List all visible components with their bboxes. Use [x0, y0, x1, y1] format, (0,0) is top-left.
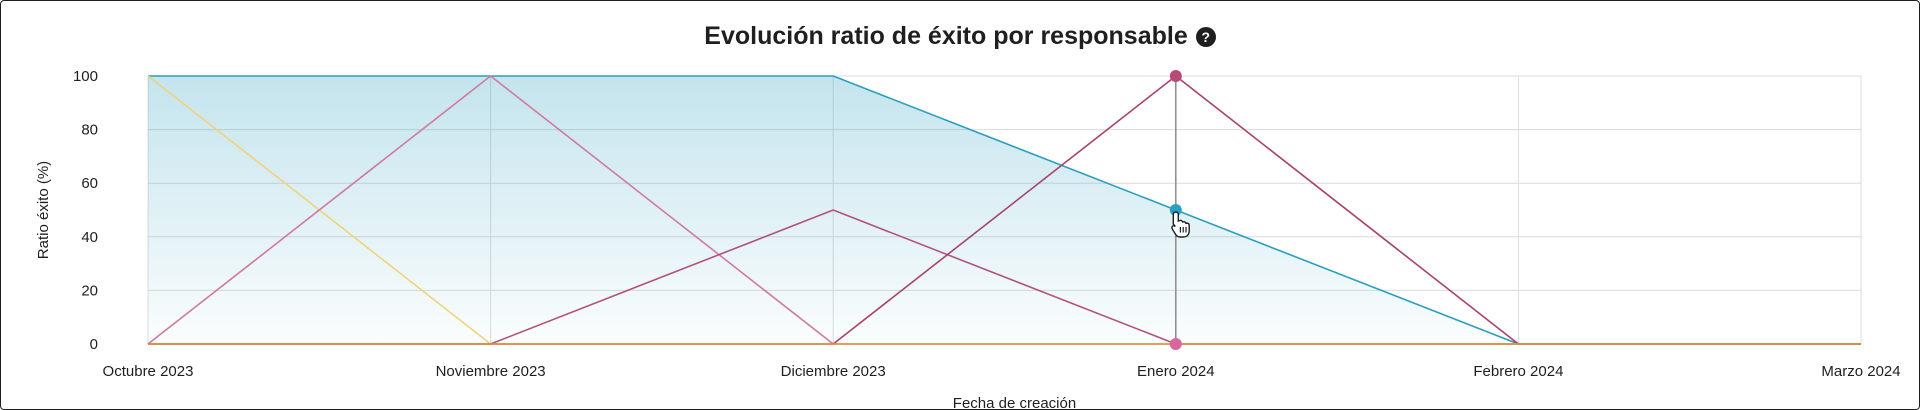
hand-pointer-icon: [1171, 211, 1190, 238]
hover-point[interactable]: [1169, 70, 1182, 82]
y-axis-title: Ratio éxito (%): [35, 161, 52, 259]
chart-title: Evolución ratio de éxito por responsable: [704, 22, 1188, 50]
x-tick-label: Diciembre 2023: [781, 363, 886, 380]
x-tick-label: Octubre 2023: [103, 363, 194, 380]
y-tick-label: 80: [81, 122, 98, 139]
chart-header: Evolución ratio de éxito por responsable…: [0, 22, 1920, 51]
x-tick-label: Marzo 2024: [1821, 363, 1900, 380]
x-axis-title: Fecha de creación: [953, 395, 1076, 410]
y-tick-label: 100: [73, 68, 98, 85]
y-tick-label: 0: [90, 336, 98, 353]
x-tick-label: Febrero 2024: [1473, 363, 1563, 380]
hover-point[interactable]: [1169, 338, 1182, 350]
y-tick-label: 60: [81, 175, 98, 192]
hover-point[interactable]: [1169, 204, 1182, 216]
x-tick-label: Enero 2024: [1137, 363, 1215, 380]
y-tick-label: 20: [81, 282, 98, 299]
y-tick-label: 40: [81, 229, 98, 246]
x-tick-label: Noviembre 2023: [436, 363, 546, 380]
question-circle-icon[interactable]: ?: [1195, 26, 1216, 47]
